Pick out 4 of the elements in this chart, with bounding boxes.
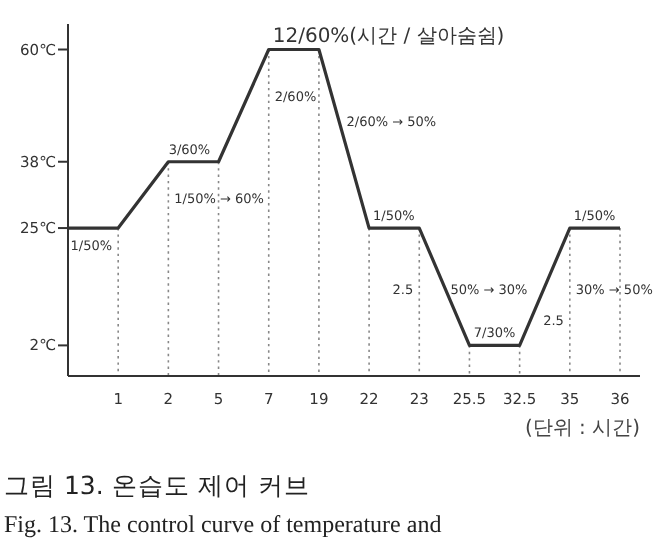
- text: (단위 : 시간): [524, 418, 641, 440]
- caption: Fig. 13. The control curve of temperature and: [4, 510, 442, 538]
- caption: 그림 13. 온습도 제어 커브: [4, 470, 310, 500]
- annotation: 12/60%(시간 / 살아숨쉼): [272, 25, 505, 48]
